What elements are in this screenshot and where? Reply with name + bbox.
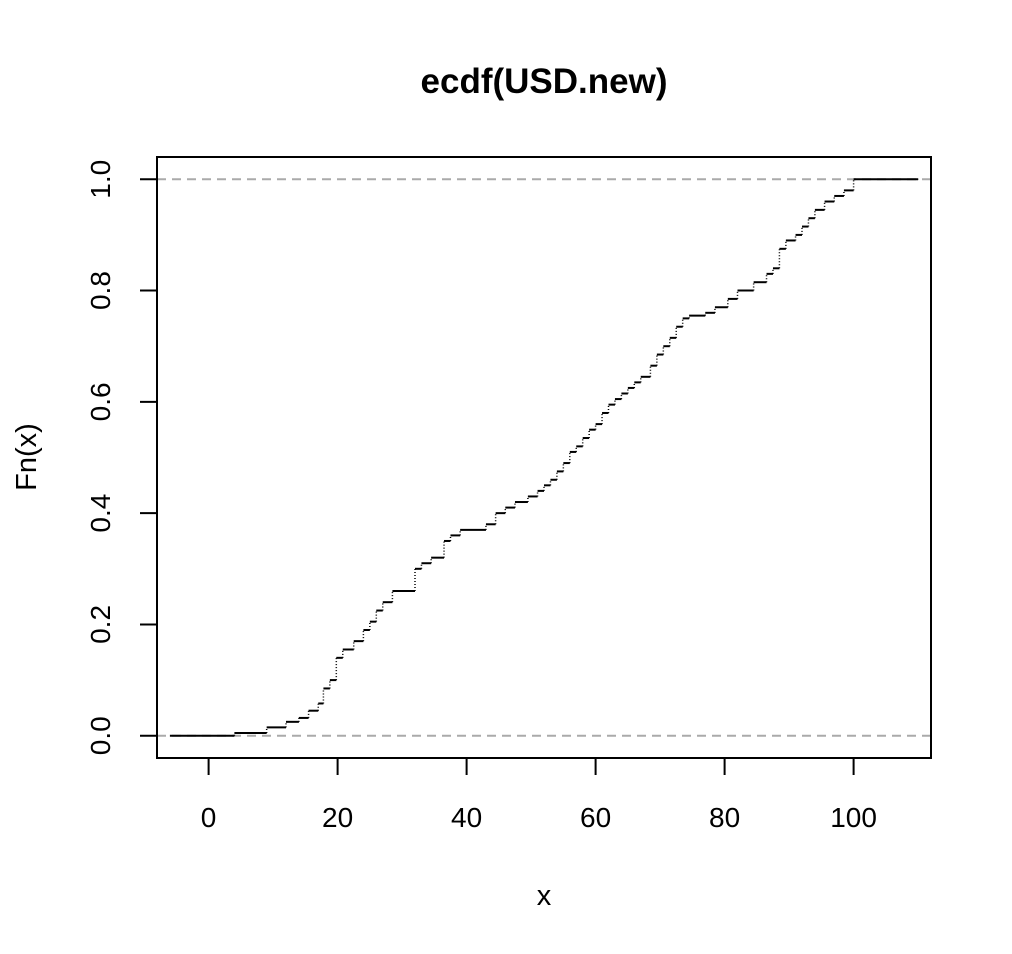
y-axis: 0.0 0.2 0.4 0.6 0.8 1.0 <box>85 160 157 755</box>
y-tick-label: 0.6 <box>85 382 116 421</box>
chart-title: ecdf(USD.new) <box>421 62 668 101</box>
reference-lines <box>157 178 931 737</box>
x-tick-label: 40 <box>451 802 482 833</box>
x-axis: 0 20 40 60 80 100 <box>201 758 877 833</box>
y-tick-label: 0.0 <box>85 716 116 755</box>
ecdf-steps <box>169 178 919 737</box>
x-tick-label: 100 <box>830 802 877 833</box>
plot-frame <box>156 156 932 759</box>
y-tick-label: 0.8 <box>85 271 116 310</box>
x-tick-label: 60 <box>580 802 611 833</box>
x-axis-label: x <box>537 880 552 912</box>
y-tick-label: 0.2 <box>85 605 116 644</box>
y-axis-label: Fn(x) <box>11 423 43 491</box>
x-tick-label: 0 <box>201 802 217 833</box>
x-tick-label: 80 <box>709 802 740 833</box>
x-tick-label: 20 <box>322 802 353 833</box>
y-tick-label: 0.4 <box>85 494 116 533</box>
y-tick-label: 1.0 <box>85 160 116 199</box>
